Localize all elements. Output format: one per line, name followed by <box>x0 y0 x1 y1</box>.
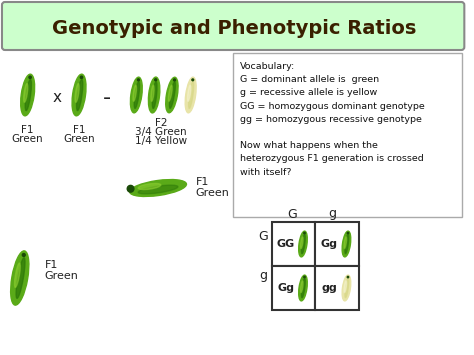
FancyBboxPatch shape <box>2 2 465 50</box>
Ellipse shape <box>138 184 161 190</box>
Ellipse shape <box>168 85 172 101</box>
Ellipse shape <box>347 232 349 234</box>
Text: Gg: Gg <box>320 239 337 249</box>
Ellipse shape <box>16 258 25 298</box>
Text: F1: F1 <box>45 260 58 270</box>
Ellipse shape <box>185 77 196 113</box>
Ellipse shape <box>130 77 142 113</box>
Ellipse shape <box>155 79 157 81</box>
Bar <box>272 222 315 266</box>
Ellipse shape <box>299 231 307 257</box>
Ellipse shape <box>29 76 31 78</box>
Ellipse shape <box>138 185 178 194</box>
Ellipse shape <box>173 79 175 81</box>
Ellipse shape <box>304 232 305 234</box>
Ellipse shape <box>344 237 346 248</box>
Text: gg: gg <box>321 283 337 293</box>
Text: G: G <box>258 229 268 242</box>
Ellipse shape <box>151 85 154 101</box>
Text: F1: F1 <box>73 125 85 135</box>
Text: g: g <box>259 269 267 283</box>
Ellipse shape <box>301 278 305 297</box>
Text: Green: Green <box>45 271 78 281</box>
Text: G: G <box>288 208 297 220</box>
Ellipse shape <box>152 82 157 108</box>
Text: x: x <box>53 91 62 105</box>
Ellipse shape <box>130 180 186 196</box>
Ellipse shape <box>345 234 349 254</box>
Ellipse shape <box>72 74 86 116</box>
Ellipse shape <box>10 251 29 305</box>
Ellipse shape <box>137 79 139 81</box>
Text: GG: GG <box>276 239 295 249</box>
Text: F2: F2 <box>155 118 167 128</box>
Text: Green: Green <box>63 134 95 144</box>
Ellipse shape <box>189 82 194 108</box>
Ellipse shape <box>77 80 83 111</box>
Text: Gg: Gg <box>277 283 294 293</box>
FancyBboxPatch shape <box>233 53 462 217</box>
Ellipse shape <box>127 185 134 192</box>
Ellipse shape <box>25 80 31 111</box>
Ellipse shape <box>22 253 25 256</box>
Ellipse shape <box>80 76 82 78</box>
Ellipse shape <box>347 276 349 278</box>
Text: -: - <box>103 88 111 108</box>
Text: Green: Green <box>12 134 44 144</box>
Ellipse shape <box>75 83 79 102</box>
Ellipse shape <box>304 276 305 278</box>
Text: 1/4 Yellow: 1/4 Yellow <box>135 136 187 146</box>
Ellipse shape <box>24 83 28 102</box>
Ellipse shape <box>21 74 35 116</box>
Text: F1: F1 <box>21 125 34 135</box>
Ellipse shape <box>134 82 139 108</box>
Ellipse shape <box>301 281 303 293</box>
Text: Vocabulary:
G = dominant allele is  green
g = recessive allele is yellow
GG = ho: Vocabulary: G = dominant allele is green… <box>240 62 425 176</box>
Ellipse shape <box>133 85 137 101</box>
Text: Green: Green <box>196 188 229 198</box>
Ellipse shape <box>299 275 307 301</box>
Bar <box>272 266 315 310</box>
Ellipse shape <box>170 82 175 108</box>
Bar <box>315 222 359 266</box>
Ellipse shape <box>345 278 349 297</box>
Ellipse shape <box>188 85 191 101</box>
Ellipse shape <box>192 79 194 81</box>
Text: 3/4 Green: 3/4 Green <box>135 127 187 137</box>
Ellipse shape <box>166 77 178 113</box>
Ellipse shape <box>301 234 305 254</box>
Ellipse shape <box>344 281 346 293</box>
Ellipse shape <box>301 237 303 248</box>
Ellipse shape <box>148 77 160 113</box>
Ellipse shape <box>342 231 351 257</box>
Text: Genotypic and Phenotypic Ratios: Genotypic and Phenotypic Ratios <box>52 18 416 38</box>
Ellipse shape <box>342 275 351 301</box>
Bar <box>315 266 359 310</box>
Text: g: g <box>328 208 336 220</box>
Text: F1: F1 <box>196 177 209 187</box>
Ellipse shape <box>15 263 20 288</box>
